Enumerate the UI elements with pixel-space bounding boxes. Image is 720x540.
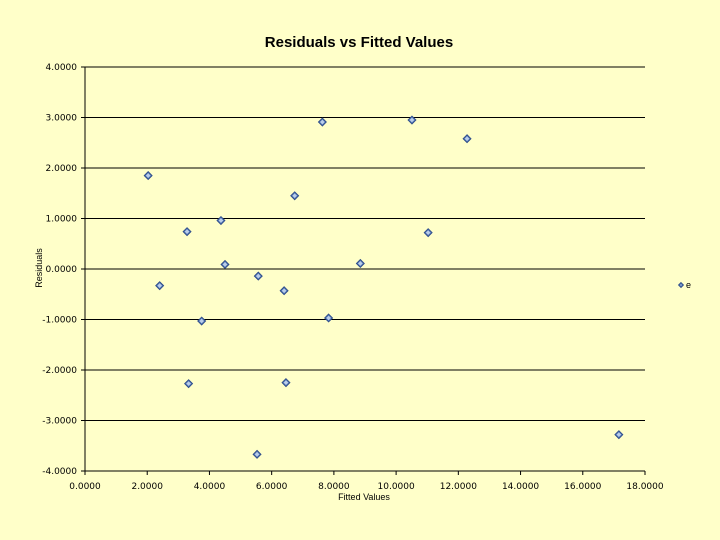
y-tick-label: 0.0000	[46, 265, 78, 275]
data-point	[317, 117, 327, 127]
x-axis-title: Fitted Values	[338, 492, 390, 502]
data-point	[407, 115, 417, 125]
legend-label: e	[686, 280, 691, 290]
data-point	[184, 379, 194, 389]
data-point	[281, 378, 291, 388]
x-tick-label: 10.0000	[378, 482, 415, 492]
gridlines	[81, 66, 646, 475]
data-point	[290, 191, 300, 201]
data-point	[220, 259, 230, 270]
data-point	[182, 227, 192, 237]
x-tick-label: 18.0000	[626, 482, 663, 492]
x-tick-label: 8.0000	[318, 482, 350, 492]
data-point	[197, 316, 207, 326]
data-point	[216, 215, 226, 226]
data-point	[462, 134, 472, 144]
x-tick-label: 6.0000	[256, 482, 288, 492]
y-axis-title: Residuals	[34, 248, 44, 288]
x-tick-label: 2.0000	[131, 482, 163, 492]
y-tick-label: -3.0000	[42, 417, 77, 427]
data-point	[253, 271, 263, 281]
y-tick-label: 3.0000	[46, 114, 78, 124]
x-tick-label: 4.0000	[194, 482, 226, 492]
y-tick-label: -4.0000	[42, 467, 77, 477]
x-tick-label: 14.0000	[502, 482, 539, 492]
x-tick-label: 16.0000	[564, 482, 601, 492]
data-point	[252, 449, 262, 459]
data-point	[279, 286, 289, 296]
data-point	[614, 430, 624, 440]
y-tick-label: -2.0000	[42, 366, 77, 376]
legend: e	[677, 280, 691, 290]
x-tick-label: 0.0000	[69, 482, 101, 492]
data-point	[324, 313, 334, 323]
y-axis-ticks: 4.0000 3.0000 2.0000 1.0000 0.0000 -1.0000 -2.…	[42, 63, 77, 477]
data-points	[143, 115, 624, 459]
chart-title: Residuals vs Fitted Values	[265, 34, 453, 51]
data-point	[143, 171, 153, 181]
y-tick-label: 2.0000	[46, 164, 78, 174]
y-tick-label: 4.0000	[46, 63, 78, 73]
data-point	[355, 258, 365, 269]
x-tick-label: 12.0000	[440, 482, 477, 492]
x-axis-ticks: 0.0000 2.0000 4.0000 6.0000 8.0000 10.0000 12.…	[69, 482, 664, 492]
data-point	[423, 228, 433, 238]
y-tick-label: 1.0000	[46, 215, 78, 225]
y-tick-label: -1.0000	[42, 316, 77, 326]
data-point	[155, 281, 165, 291]
legend-marker	[677, 281, 685, 289]
